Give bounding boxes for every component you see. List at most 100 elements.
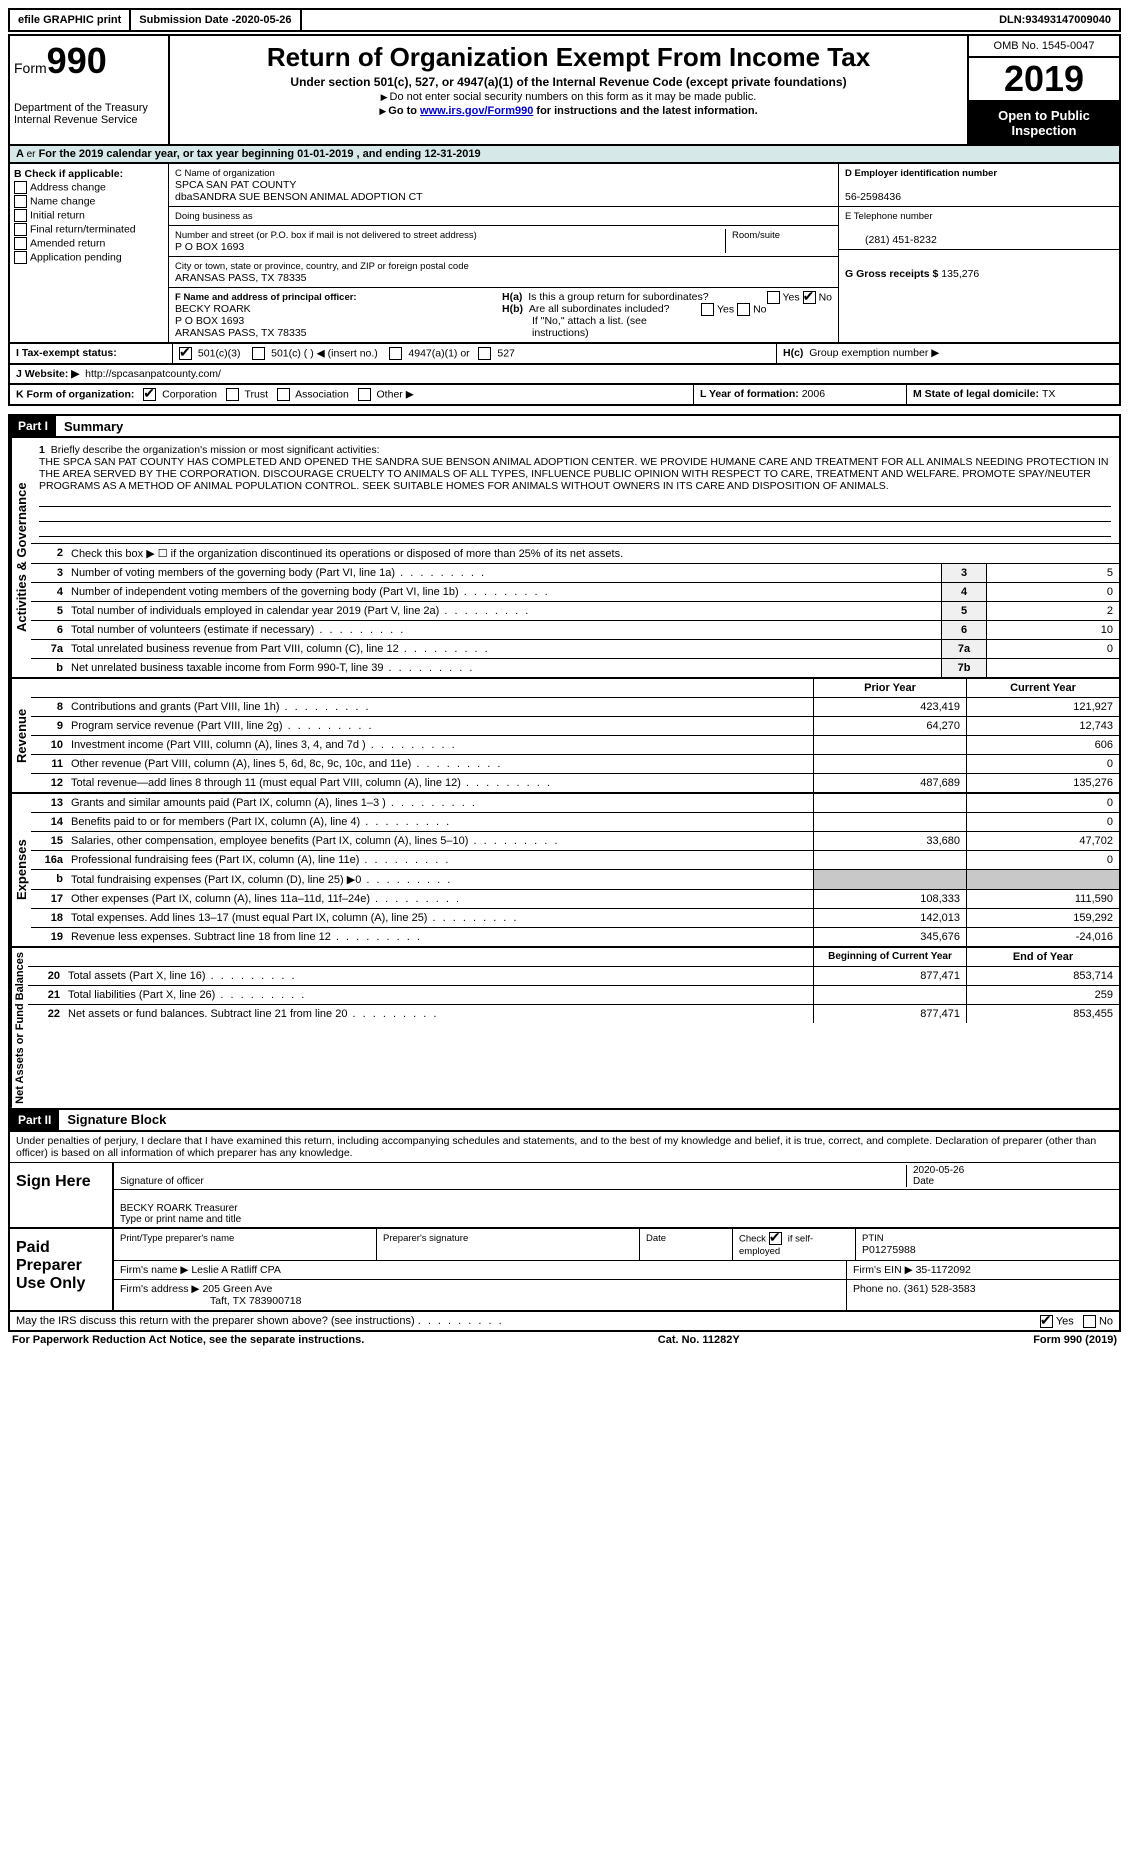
form-org-row: K Form of organization: Corporation Trus… [8,385,1121,406]
col-current: Current Year [966,679,1119,697]
website-label: J Website: ▶ [16,368,79,380]
revenue-section: Revenue Prior Year Current Year 8Contrib… [8,679,1121,794]
check-4947[interactable] [389,347,402,360]
mission-box: 1 Briefly describe the organization's mi… [31,438,1119,544]
efile-label: efile GRAPHIC print [10,10,131,30]
check-self-employed[interactable] [769,1232,782,1245]
line-22: 22Net assets or fund balances. Subtract … [28,1005,1119,1023]
tax-exempt-label: I Tax-exempt status: [16,347,117,359]
check-assoc[interactable] [277,388,290,401]
state-domicile-label: M State of legal domicile: [913,388,1042,400]
line-2: 2 Check this box ▶ ☐ if the organization… [31,544,1119,564]
line1-label: Briefly describe the organization's miss… [51,444,380,456]
hc-label: H(c) [783,347,803,359]
year-formation: 2006 [802,388,825,400]
firm-ein-label: Firm's EIN ▶ [853,1264,913,1276]
firm-phone-label: Phone no. [853,1283,904,1295]
hb-yes[interactable] [701,303,714,316]
form-header: Form990 Department of the Treasury Inter… [8,34,1121,146]
submission-date: Submission Date - 2020-05-26 [131,10,301,30]
line-9: 9Program service revenue (Part VIII, lin… [31,717,1119,736]
line-12: 12Total revenue—add lines 8 through 11 (… [31,774,1119,792]
sig-officer-label: Signature of officer [120,1176,204,1187]
netassets-header: Beginning of Current Year End of Year [28,948,1119,967]
check-name-change[interactable]: Name change [14,195,164,208]
part1-badge: Part I [10,416,56,436]
form-org-label: K Form of organization: [16,388,134,400]
form-word: Form [14,60,47,76]
activities-governance-section: Activities & Governance 1 Briefly descri… [8,438,1121,679]
line-10: 10Investment income (Part VIII, column (… [31,736,1119,755]
line-4: 4Number of independent voting members of… [31,583,1119,602]
check-application-pending[interactable]: Application pending [14,251,164,264]
check-other[interactable] [358,388,371,401]
perjury-text: Under penalties of perjury, I declare th… [10,1132,1119,1163]
gross-label: G Gross receipts $ [845,268,941,280]
sig-name-label: Type or print name and title [120,1214,241,1225]
arrow-icon [379,105,388,117]
officer-addr1: P O BOX 1693 [175,315,244,327]
line-5: 5Total number of individuals employed in… [31,602,1119,621]
website-url: http://spcasanpatcounty.com/ [85,368,221,380]
part1-title: Summary [56,417,131,436]
phone-value: (281) 451-8232 [845,234,937,246]
check-initial-return[interactable]: Initial return [14,209,164,222]
irs-link[interactable]: www.irs.gov/Form990 [420,105,533,117]
col-d: D Employer identification number 56-2598… [839,164,1119,342]
footer-center: Cat. No. 11282Y [658,1334,740,1346]
omb-number: OMB No. 1545-0047 [969,36,1119,58]
footer-left: For Paperwork Reduction Act Notice, see … [12,1334,364,1346]
ha-no[interactable] [803,291,816,304]
submission-label: Submission Date - [139,14,235,26]
line-b: bNet unrelated business taxable income f… [31,659,1119,677]
org-info-grid: B Check if applicable: Address change Na… [8,164,1121,344]
netassets-section: Net Assets or Fund Balances Beginning of… [8,948,1121,1110]
tax-year: 2019 [969,58,1119,102]
hb-text: Are all subordinates included? [529,303,670,315]
hb-no[interactable] [737,303,750,316]
check-527[interactable] [478,347,491,360]
line-11: 11Other revenue (Part VIII, column (A), … [31,755,1119,774]
header-left: Form990 Department of the Treasury Inter… [10,36,170,144]
discuss-no[interactable] [1083,1315,1096,1328]
line-17: 17Other expenses (Part IX, column (A), l… [31,890,1119,909]
check-final-return[interactable]: Final return/terminated [14,223,164,236]
org-name: SPCA SAN PAT COUNTY [175,179,296,191]
ein-value: 56-2598436 [845,191,901,203]
org-name-label: C Name of organization [175,168,275,179]
line-13: 13Grants and similar amounts paid (Part … [31,794,1119,813]
line-b: bTotal fundraising expenses (Part IX, co… [31,870,1119,890]
part2-badge: Part II [10,1110,59,1130]
form-title: Return of Organization Exempt From Incom… [178,42,959,73]
activities-vert-label: Activities & Governance [10,438,31,677]
line-14: 14Benefits paid to or for members (Part … [31,813,1119,832]
website-row: J Website: ▶ http://spcasanpatcounty.com… [8,365,1121,385]
hb-note: If "No," attach a list. (see instruction… [502,315,832,339]
check-trust[interactable] [226,388,239,401]
discuss-text: May the IRS discuss this return with the… [16,1315,415,1327]
paid-prep-label: Paid Preparer Use Only [10,1229,112,1310]
check-501c[interactable] [252,347,265,360]
check-amended[interactable]: Amended return [14,237,164,250]
sig-date-label: Date [913,1176,934,1187]
footer-right: Form 990 (2019) [1033,1334,1117,1346]
check-address-change[interactable]: Address change [14,181,164,194]
discuss-yes[interactable] [1040,1315,1053,1328]
col-begin: Beginning of Current Year [813,948,966,966]
ha-yes[interactable] [767,291,780,304]
dln: DLN: 93493147009040 [991,10,1119,30]
ptin-value: P01275988 [862,1244,916,1256]
check-corp[interactable] [143,388,156,401]
officer-name: BECKY ROARK [175,303,251,315]
form-number: Form990 [14,40,164,82]
part2-title: Signature Block [59,1110,174,1129]
expenses-vert-label: Expenses [10,794,31,946]
firm-addr2: Taft, TX 783900718 [120,1295,301,1307]
part1-header-row: Part I Summary [8,414,1121,438]
check-501c3[interactable] [179,347,192,360]
col-prior: Prior Year [813,679,966,697]
note-ssn: Do not enter social security numbers on … [390,91,757,103]
dln-value: 93493147009040 [1025,14,1111,26]
form-subtitle: Under section 501(c), 527, or 4947(a)(1)… [178,75,959,89]
ptin-label: PTIN [862,1233,884,1244]
